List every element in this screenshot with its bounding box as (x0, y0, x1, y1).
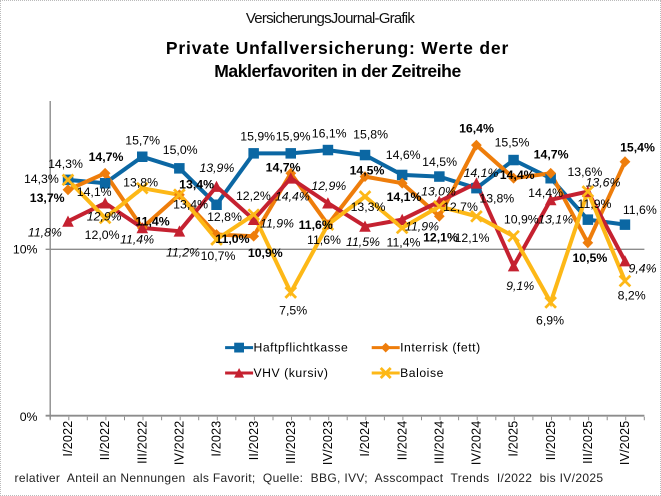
svg-text:13,4%: 13,4% (173, 198, 208, 212)
svg-text:15,5%: 15,5% (495, 135, 530, 149)
svg-text:12,2%: 12,2% (236, 189, 271, 203)
svg-text:Interrisk (fett): Interrisk (fett) (400, 341, 481, 355)
svg-text:11,4%: 11,4% (387, 235, 421, 249)
svg-text:6,9%: 6,9% (536, 313, 564, 327)
svg-text:13,8%: 13,8% (479, 191, 514, 205)
svg-text:13,6%: 13,6% (586, 176, 621, 190)
svg-text:8,2%: 8,2% (618, 288, 646, 302)
svg-text:13,4%: 13,4% (179, 178, 214, 192)
svg-text:9,1%: 9,1% (506, 279, 534, 293)
svg-text:11,9%: 11,9% (405, 219, 439, 233)
svg-text:II/2025: II/2025 (544, 421, 558, 461)
svg-text:11,4%: 11,4% (135, 214, 169, 228)
svg-text:II/2022: II/2022 (98, 421, 112, 461)
svg-text:11,6%: 11,6% (307, 233, 341, 247)
svg-text:14,7%: 14,7% (89, 150, 124, 164)
svg-text:11,9%: 11,9% (260, 216, 294, 230)
svg-text:14,7%: 14,7% (266, 161, 301, 175)
svg-text:IV/2023: IV/2023 (321, 421, 335, 466)
svg-text:15,0%: 15,0% (163, 143, 198, 157)
svg-text:I/2023: I/2023 (210, 421, 224, 457)
svg-text:I/2022: I/2022 (61, 421, 75, 457)
svg-text:12,1%: 12,1% (423, 231, 458, 245)
svg-text:11,4%: 11,4% (120, 233, 154, 247)
svg-text:I/2025: I/2025 (507, 421, 521, 457)
svg-text:15,9%: 15,9% (276, 130, 311, 144)
svg-text:14,1%: 14,1% (387, 190, 422, 204)
svg-text:14,4%: 14,4% (500, 168, 535, 182)
svg-text:III/2023: III/2023 (284, 421, 298, 464)
svg-text:14,6%: 14,6% (386, 148, 421, 162)
svg-text:II/2023: II/2023 (247, 421, 261, 461)
svg-text:16,1%: 16,1% (312, 127, 347, 141)
svg-text:14,3%: 14,3% (24, 172, 59, 186)
svg-text:11,8%: 11,8% (28, 226, 62, 240)
svg-text:14,7%: 14,7% (534, 148, 569, 162)
svg-text:11,6%: 11,6% (299, 218, 333, 232)
svg-text:12,9%: 12,9% (311, 179, 346, 193)
svg-text:IV/2024: IV/2024 (470, 421, 484, 466)
svg-text:III/2022: III/2022 (135, 421, 149, 464)
svg-text:13,1%: 13,1% (538, 213, 573, 227)
svg-text:14,1%: 14,1% (464, 166, 499, 180)
svg-text:13,7%: 13,7% (30, 191, 65, 205)
svg-text:14,3%: 14,3% (48, 157, 83, 171)
svg-text:12,7%: 12,7% (443, 200, 478, 214)
svg-text:11,6%: 11,6% (623, 203, 657, 217)
svg-text:11,5%: 11,5% (346, 235, 380, 249)
svg-text:Haftpflichtkasse: Haftpflichtkasse (254, 341, 349, 355)
svg-text:14,4%: 14,4% (275, 189, 310, 203)
svg-text:16,4%: 16,4% (459, 122, 494, 136)
svg-text:IV/2025: IV/2025 (618, 421, 632, 466)
svg-text:13,6%: 13,6% (567, 165, 602, 179)
svg-text:12,9%: 12,9% (87, 210, 122, 224)
svg-text:10,9%: 10,9% (504, 212, 539, 226)
svg-text:11,9%: 11,9% (578, 197, 612, 211)
svg-text:12,1%: 12,1% (455, 231, 490, 245)
svg-text:II/2024: II/2024 (395, 421, 409, 461)
svg-text:13,3%: 13,3% (351, 200, 386, 214)
svg-text:7,5%: 7,5% (279, 303, 307, 317)
svg-text:10,9%: 10,9% (248, 246, 283, 260)
svg-text:13,0%: 13,0% (421, 184, 456, 198)
svg-text:15,9%: 15,9% (240, 130, 275, 144)
svg-text:14,4%: 14,4% (528, 186, 563, 200)
svg-text:12,0%: 12,0% (85, 228, 120, 242)
svg-text:III/2025: III/2025 (581, 421, 595, 464)
svg-text:IV/2022: IV/2022 (173, 421, 187, 466)
svg-text:11,0%: 11,0% (215, 232, 249, 246)
svg-text:III/2024: III/2024 (432, 421, 446, 464)
svg-text:14,1%: 14,1% (77, 185, 112, 199)
svg-text:10,5%: 10,5% (572, 251, 607, 265)
svg-text:0%: 0% (20, 410, 38, 424)
svg-text:I/2024: I/2024 (358, 421, 372, 457)
svg-text:15,7%: 15,7% (125, 134, 160, 148)
svg-text:14,5%: 14,5% (350, 163, 385, 177)
svg-text:10,7%: 10,7% (201, 249, 236, 263)
svg-text:Baloise: Baloise (400, 366, 444, 380)
svg-text:12,8%: 12,8% (207, 210, 242, 224)
svg-text:VHV (kursiv): VHV (kursiv) (254, 366, 329, 380)
svg-text:13,8%: 13,8% (123, 176, 158, 190)
svg-text:14,5%: 14,5% (422, 155, 457, 169)
svg-text:10%: 10% (13, 243, 38, 257)
svg-text:15,4%: 15,4% (620, 140, 655, 154)
svg-text:13,9%: 13,9% (199, 161, 234, 175)
svg-text:9,4%: 9,4% (628, 262, 656, 276)
svg-text:15,8%: 15,8% (353, 128, 388, 142)
svg-text:11,2%: 11,2% (166, 245, 200, 259)
